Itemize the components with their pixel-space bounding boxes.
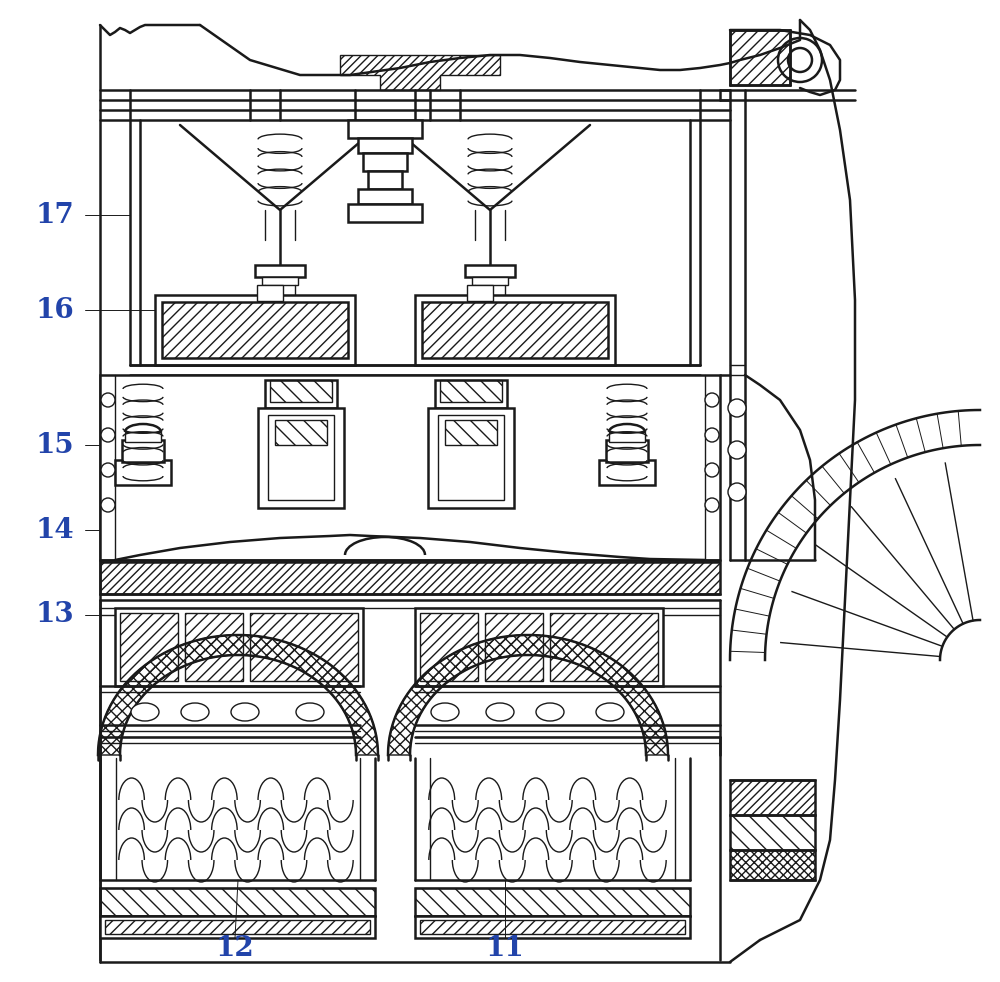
Text: 11: 11 [486,935,524,961]
Bar [485,613,543,681]
Bar [472,277,508,285]
Text: 17: 17 [36,201,74,229]
Bar [262,277,298,285]
Bar [730,850,815,880]
Circle shape [728,399,746,417]
Circle shape [728,483,746,501]
Bar [100,888,375,916]
Bar [258,408,344,508]
Circle shape [705,393,719,407]
Bar [105,920,370,934]
Bar [438,415,504,500]
Bar [100,375,720,560]
Text: 13: 13 [36,602,74,628]
Bar [268,415,334,500]
Circle shape [728,441,746,459]
Ellipse shape [536,703,564,721]
Bar [275,420,327,445]
Ellipse shape [181,703,209,721]
Bar [420,920,685,934]
Bar [415,888,690,916]
Bar [435,380,507,408]
Bar [265,380,337,408]
Circle shape [705,428,719,442]
Bar [550,613,658,681]
Bar [465,265,515,277]
Bar [422,302,608,358]
Ellipse shape [431,703,459,721]
Ellipse shape [596,703,624,721]
Bar [250,613,358,681]
Bar [120,613,178,681]
Bar [428,408,514,508]
Bar [115,608,363,686]
Circle shape [101,428,115,442]
Bar [415,608,663,686]
Bar [730,780,815,815]
Bar [358,189,412,204]
Circle shape [101,393,115,407]
Bar [445,420,497,445]
Bar [270,380,332,402]
Bar [467,285,493,301]
Bar [415,916,690,938]
Text: 12: 12 [216,935,254,961]
Text: 14: 14 [36,517,74,543]
Bar [100,916,375,938]
Bar [363,153,407,171]
Circle shape [101,463,115,477]
Bar [162,302,348,358]
Bar [415,295,615,365]
Bar [730,815,815,850]
Bar [599,460,655,485]
Bar [348,204,422,222]
Bar [609,432,645,442]
Circle shape [101,498,115,512]
Bar [358,138,412,153]
Bar [115,460,171,485]
Ellipse shape [296,703,324,721]
Bar [348,120,422,138]
Bar [420,613,478,681]
Bar [368,171,402,189]
Bar [185,613,243,681]
Bar [255,265,305,277]
Text: 15: 15 [36,431,74,459]
Circle shape [705,463,719,477]
Text: 16: 16 [36,297,74,323]
Bar [606,440,648,462]
Bar [730,30,790,85]
Ellipse shape [486,703,514,721]
Circle shape [705,498,719,512]
Ellipse shape [131,703,159,721]
Bar [440,380,502,402]
Bar [155,295,355,365]
Bar [257,285,283,301]
Bar [100,562,720,594]
Ellipse shape [231,703,259,721]
Bar [122,440,164,462]
Bar [125,432,161,442]
